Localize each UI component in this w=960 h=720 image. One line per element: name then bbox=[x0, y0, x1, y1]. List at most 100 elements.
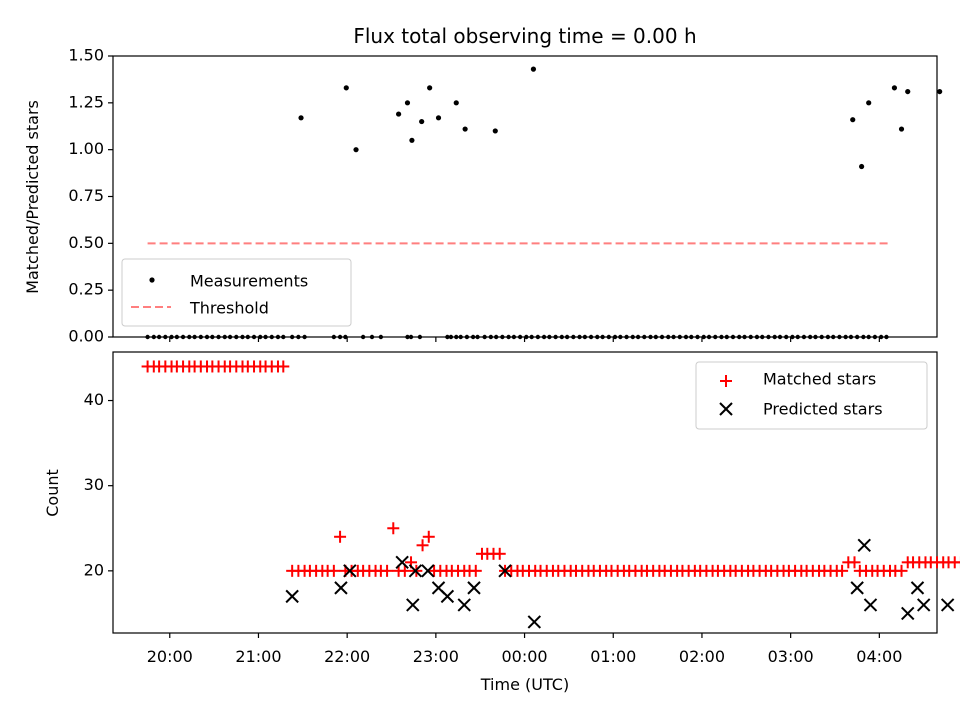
measurement-point bbox=[453, 100, 459, 106]
measurement-point bbox=[807, 334, 813, 340]
measurement-point bbox=[163, 334, 168, 340]
measurement-point bbox=[343, 85, 349, 91]
measurement-point bbox=[630, 334, 635, 340]
bottom-x-tick-label: 04:00 bbox=[856, 647, 902, 666]
top-y-tick-label: 0.25 bbox=[68, 280, 104, 299]
measurement-point bbox=[427, 85, 433, 91]
measurement-point bbox=[837, 334, 842, 340]
measurement-point bbox=[482, 334, 487, 340]
bottom-x-tick-label: 00:00 bbox=[502, 647, 548, 666]
measurement-point bbox=[553, 334, 558, 340]
measurement-point bbox=[227, 334, 233, 340]
measurement-point bbox=[145, 334, 150, 340]
measurement-point bbox=[204, 334, 210, 340]
measurement-point bbox=[878, 334, 884, 340]
measurement-point bbox=[210, 334, 215, 340]
matched-star-point bbox=[387, 522, 400, 535]
measurement-point bbox=[435, 115, 442, 121]
bottom-x-tick-label: 20:00 bbox=[147, 647, 193, 666]
measurement-point bbox=[872, 334, 878, 340]
measurement-point bbox=[754, 334, 760, 340]
measurement-point bbox=[671, 334, 676, 340]
measurement-point bbox=[417, 334, 423, 340]
measurement-point bbox=[222, 334, 227, 340]
top-y-tick-label: 0.00 bbox=[68, 327, 104, 346]
measurement-point bbox=[180, 334, 186, 340]
legend-predicted-marker bbox=[719, 402, 733, 416]
measurement-point bbox=[600, 334, 605, 340]
measurement-point bbox=[530, 66, 537, 72]
measurement-point bbox=[405, 334, 410, 340]
matched-star-point bbox=[398, 564, 411, 577]
bottom-legend-box bbox=[695, 361, 928, 430]
bottom-legend: Matched stars Predicted stars bbox=[695, 361, 928, 430]
bottom-plot-marks bbox=[141, 360, 960, 629]
measurement-point bbox=[470, 334, 476, 340]
predicted-star-point bbox=[910, 581, 925, 595]
measurement-point bbox=[448, 334, 454, 340]
measurement-point bbox=[861, 334, 866, 340]
top-legend: Measurements Threshold bbox=[121, 258, 352, 327]
predicted-star-point bbox=[940, 598, 955, 612]
measurement-point bbox=[724, 334, 729, 340]
measurement-point bbox=[701, 334, 706, 340]
measurement-point bbox=[659, 334, 665, 340]
matched-star-point bbox=[277, 360, 290, 373]
measurement-point bbox=[582, 334, 588, 340]
measurement-point bbox=[500, 334, 505, 340]
legend-measurements-marker bbox=[149, 277, 155, 283]
measurement-point bbox=[606, 334, 612, 340]
measurement-point bbox=[464, 334, 470, 340]
predicted-star-point bbox=[467, 581, 481, 595]
measurement-point bbox=[695, 334, 700, 340]
measurement-point bbox=[488, 334, 494, 340]
top-legend-box bbox=[121, 258, 352, 327]
measurement-point bbox=[298, 115, 304, 121]
measurement-point bbox=[689, 334, 694, 340]
measurement-point bbox=[198, 334, 204, 340]
measurement-point bbox=[419, 118, 425, 125]
predicted-star-point bbox=[457, 598, 471, 612]
matched-star-point bbox=[334, 530, 347, 543]
measurement-point bbox=[360, 334, 366, 340]
bottom-panel: 20 30 40 20:00 21:00 22:00 23:00 00:00 01:00 02:… bbox=[43, 351, 960, 694]
top-y-tick-label: 1.25 bbox=[68, 92, 104, 111]
legend-matched-label: Matched stars bbox=[763, 370, 876, 389]
predicted-star-point bbox=[916, 598, 931, 612]
measurement-point bbox=[866, 100, 872, 106]
measurement-point bbox=[801, 334, 807, 340]
measurement-point bbox=[343, 334, 348, 340]
matched-star-point bbox=[848, 556, 861, 569]
measurement-point bbox=[331, 334, 337, 340]
predicted-star-point bbox=[863, 598, 878, 612]
measurement-point bbox=[748, 334, 753, 340]
bottom-x-tick-label: 23:00 bbox=[413, 647, 459, 666]
measurement-point bbox=[683, 334, 689, 340]
measurement-point bbox=[766, 334, 771, 340]
predicted-star-point bbox=[527, 615, 542, 629]
measurement-point bbox=[784, 334, 789, 340]
measurement-point bbox=[795, 334, 800, 340]
bottom-x-ticks: 20:00 21:00 22:00 23:00 00:00 01:00 02:00 03:00… bbox=[147, 633, 902, 666]
bottom-y-tick-label: 20 bbox=[84, 560, 104, 579]
measurement-point bbox=[850, 117, 856, 123]
legend-predicted-label: Predicted stars bbox=[763, 400, 883, 419]
measurement-point bbox=[595, 334, 600, 340]
measurement-point bbox=[760, 334, 765, 340]
measurement-point bbox=[737, 334, 742, 340]
bottom-x-tick-label: 22:00 bbox=[324, 647, 370, 666]
measurement-point bbox=[825, 334, 831, 340]
measurement-point bbox=[524, 334, 529, 340]
measurement-point bbox=[240, 334, 245, 340]
predicted-star-point bbox=[285, 589, 299, 604]
measurement-point bbox=[937, 88, 943, 95]
predicted-star-point bbox=[901, 606, 915, 621]
measurement-point bbox=[653, 334, 659, 340]
measurement-point bbox=[458, 334, 463, 340]
top-y-tick-label: 1.00 bbox=[68, 139, 104, 158]
measurement-point bbox=[216, 334, 221, 340]
measurement-point bbox=[151, 334, 157, 340]
top-y-tick-label: 0.75 bbox=[68, 186, 104, 205]
measurement-point bbox=[577, 334, 582, 340]
matched-star-point bbox=[422, 530, 435, 543]
